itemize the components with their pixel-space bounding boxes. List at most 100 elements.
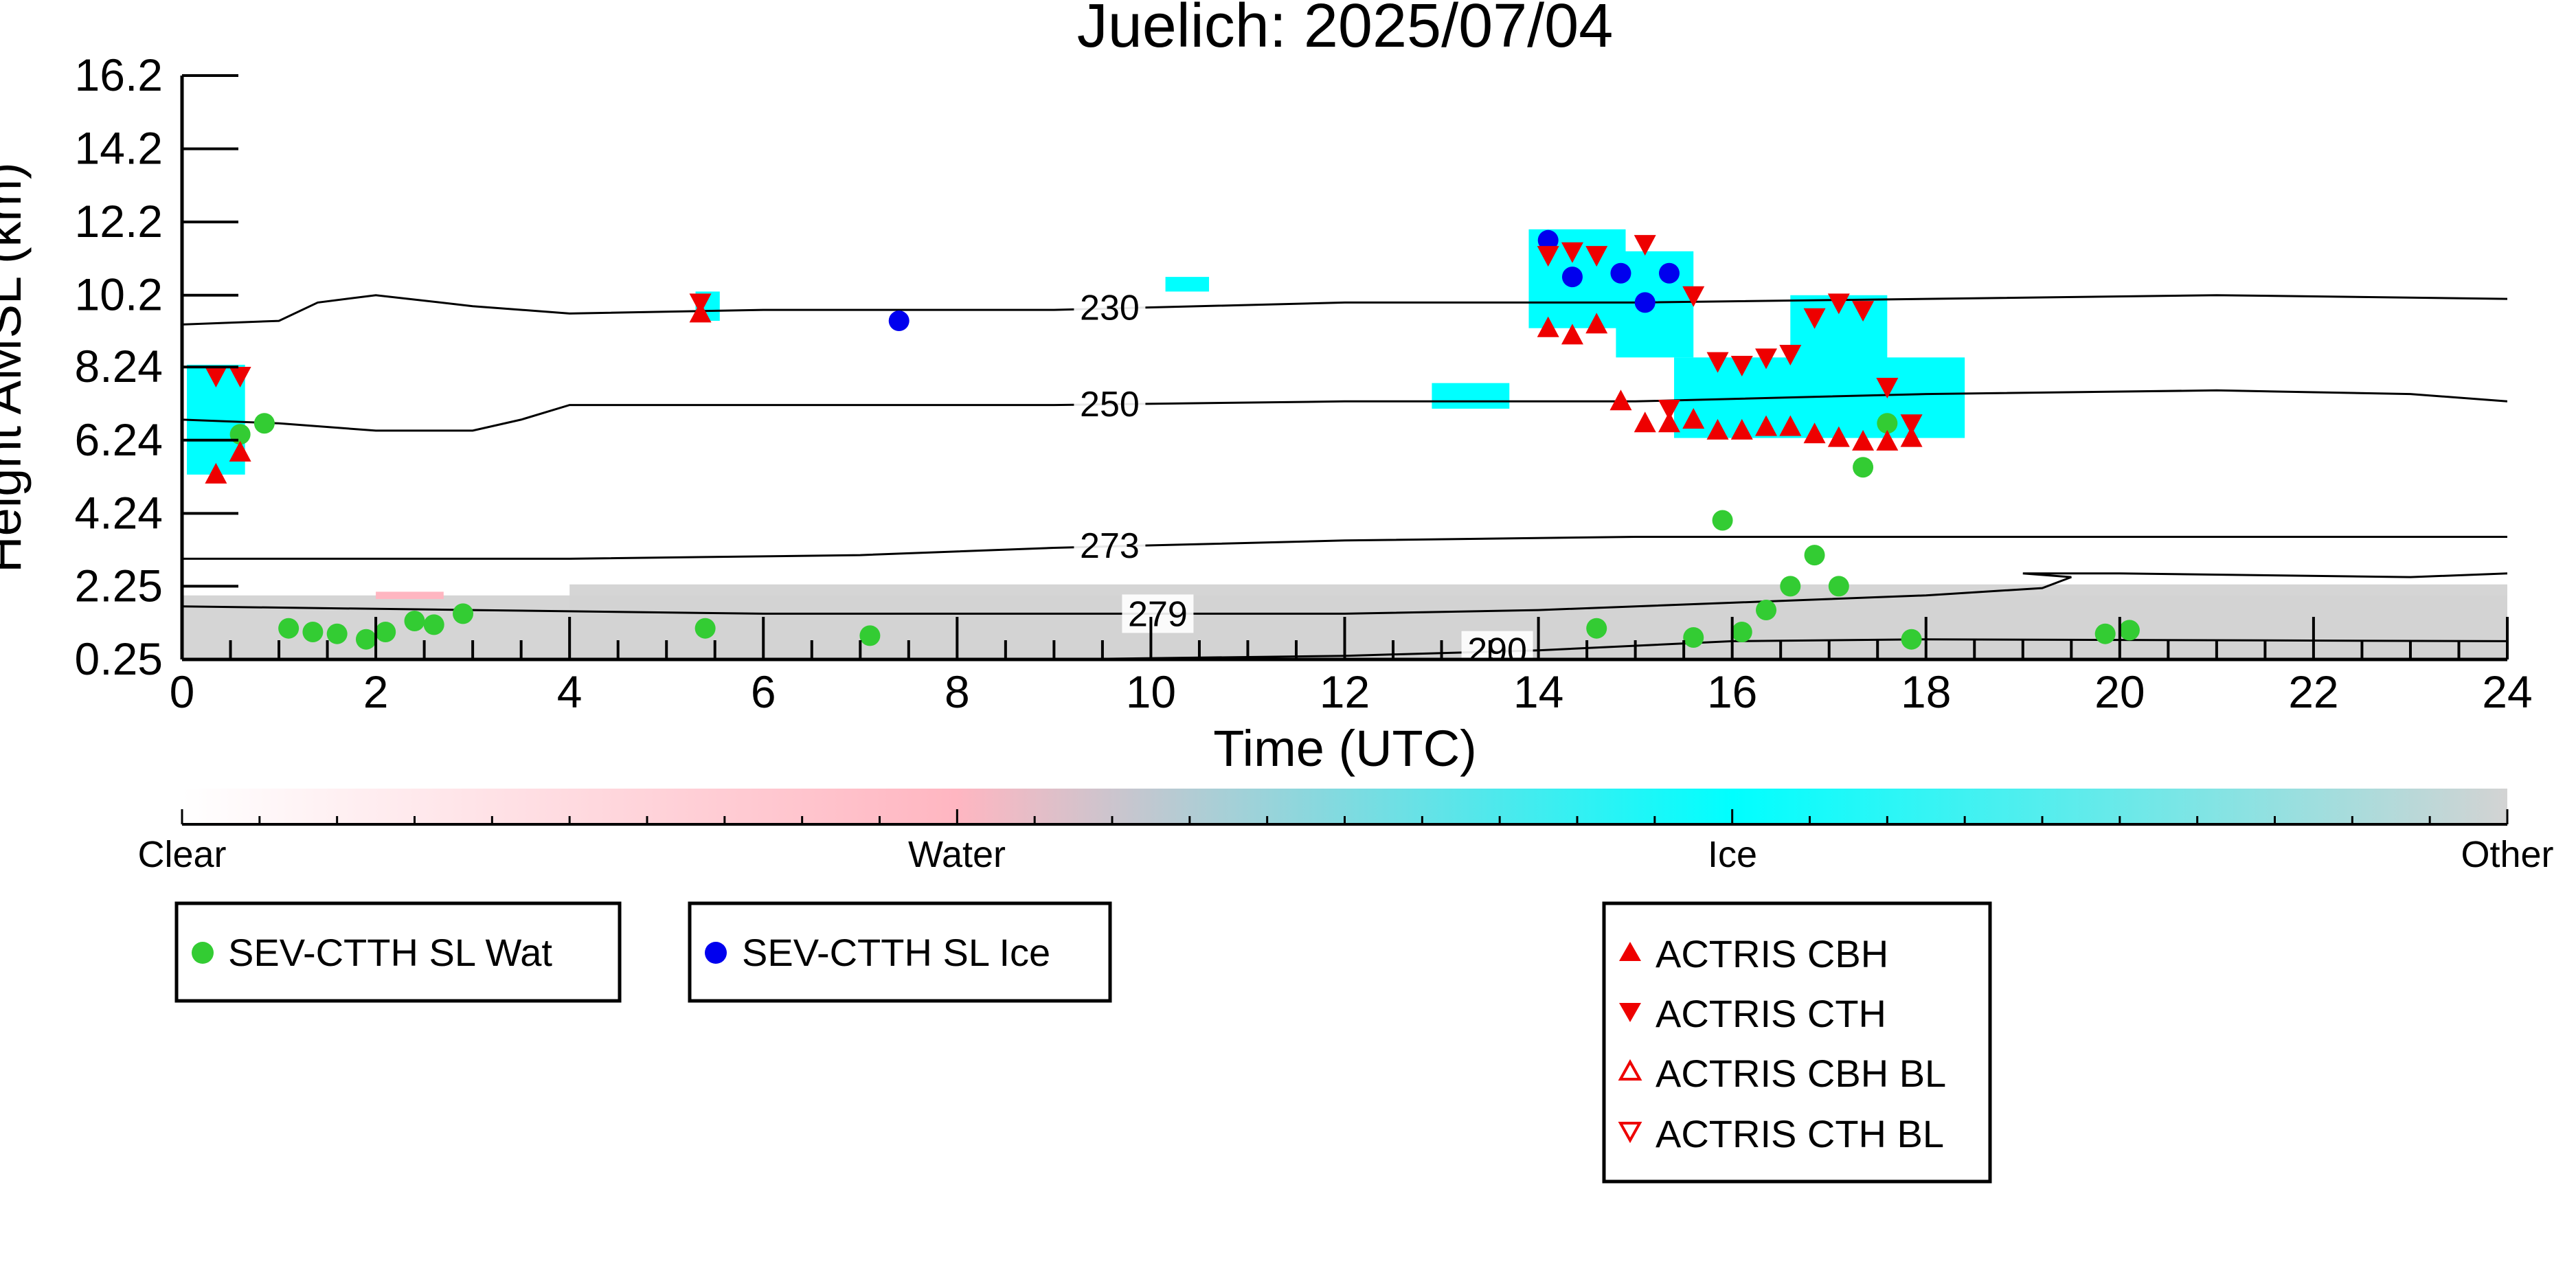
point-sev-ctth-sl-wat — [278, 618, 300, 639]
point-actris-cbh — [205, 462, 227, 484]
legend-label-actris-cth-bl: ACTRIS CTH BL — [1656, 1112, 1944, 1155]
isotherm-line-250 — [182, 389, 2507, 432]
retrieval-markers — [205, 229, 2140, 650]
plot-area: 230 250 273 279 290 0 2 4 6 8 10 12 14 16 18 20 22 240.2… — [75, 49, 2533, 717]
legend-sev-ice: SEV-CTTH SL Ice — [688, 901, 1112, 1003]
y-tick-label: 14.2 — [75, 123, 163, 174]
point-sev-ctth-sl-ice — [1658, 262, 1680, 284]
point-actris-cbh — [1682, 407, 1705, 429]
y-tick-label: 4.24 — [75, 487, 163, 538]
point-sev-ctth-sl-wat — [1586, 618, 1607, 639]
x-tick-label: 16 — [1707, 666, 1757, 717]
point-actris-cbh — [1852, 429, 1875, 451]
point-sev-ctth-sl-wat — [302, 622, 324, 643]
y-tick-label: 0.25 — [75, 633, 163, 684]
isotherm-label-273: 273 — [1080, 526, 1140, 566]
colorbar-label-ice: Ice — [1708, 834, 1757, 875]
chart-title: Juelich: 2025/07/04 — [1077, 0, 1614, 60]
colorbar-label-water: Water — [908, 834, 1006, 875]
point-sev-ctth-sl-wat — [859, 625, 881, 646]
point-sev-ctth-sl-wat — [2119, 620, 2140, 641]
isotherm-line-273 — [182, 536, 2507, 560]
point-sev-ctth-sl-wat — [1712, 510, 1733, 531]
legend-marker-actris-cth — [1619, 1003, 1641, 1022]
point-actris-cth — [1682, 286, 1705, 307]
cloud-mask — [182, 229, 2507, 659]
point-sev-ctth-sl-ice — [1610, 262, 1631, 284]
point-sev-ctth-sl-wat — [1683, 627, 1704, 648]
point-sev-ctth-sl-wat — [453, 603, 474, 624]
point-sev-ctth-sl-ice — [1537, 229, 1559, 251]
legend-marker-sev-water — [192, 942, 214, 964]
point-actris-cbh — [1779, 415, 1802, 436]
y-tick-label: 2.25 — [75, 560, 163, 611]
isotherm-line-230 — [182, 294, 2507, 326]
cloud-region-ice — [1432, 383, 1510, 409]
isotherm-label-bg — [1074, 288, 1146, 327]
point-actris-cbh — [1876, 429, 1899, 451]
y-tick-label: 12.2 — [75, 196, 163, 247]
x-tick-label: 14 — [1513, 666, 1563, 717]
point-actris-cbh — [1730, 418, 1753, 440]
point-actris-cth — [1658, 399, 1680, 420]
axes: 0 2 4 6 8 10 12 14 16 18 20 22 240.252.254.246.248.2… — [75, 49, 2533, 717]
x-tick-label: 20 — [2094, 666, 2145, 717]
phase-colorbar: Clear Water Ice Other — [137, 789, 2554, 875]
point-actris-cth — [1779, 345, 1802, 366]
isotherm-label-250: 250 — [1080, 385, 1140, 425]
point-sev-ctth-sl-wat — [1756, 600, 1777, 621]
point-sev-ctth-sl-wat — [1780, 576, 1801, 597]
isotherm-label-bg — [1122, 594, 1194, 633]
legend-label-sev-ice: SEV-CTTH SL Ice — [742, 931, 1050, 974]
point-actris-cth — [1852, 301, 1875, 322]
point-actris-cth — [1706, 352, 1729, 373]
point-sev-ctth-sl-wat — [375, 622, 396, 643]
point-sev-ctth-sl-ice — [1634, 292, 1656, 313]
x-tick-label: 22 — [2288, 666, 2338, 717]
cloud-region-ice — [1165, 277, 1210, 292]
x-axis-label: Time (UTC) — [1213, 720, 1477, 777]
legend-label-actris-cbh-bl: ACTRIS CBH BL — [1656, 1052, 1946, 1095]
point-actris-cbh — [1585, 313, 1608, 334]
legend-sev-water: SEV-CTTH SL Wat — [174, 901, 622, 1003]
isotherm-label-230: 230 — [1080, 289, 1140, 328]
point-sev-ctth-sl-wat — [1731, 622, 1752, 643]
legend-label-actris-cbh: ACTRIS CBH — [1656, 932, 1888, 975]
point-sev-ctth-sl-wat — [1828, 576, 1849, 597]
point-actris-cth — [1827, 293, 1850, 315]
y-tick-label: 10.2 — [75, 269, 163, 320]
point-actris-cbh — [1658, 411, 1680, 433]
point-actris-cth — [1755, 348, 1778, 370]
legend-label-sev-water: SEV-CTTH SL Wat — [228, 931, 552, 974]
isotherm-label-279: 279 — [1128, 594, 1188, 634]
colorbar-label-other: Other — [2461, 834, 2553, 875]
x-tick-label: 4 — [557, 666, 583, 717]
point-sev-ctth-sl-wat — [253, 413, 275, 434]
isotherm-label-290: 290 — [1467, 631, 1527, 671]
point-actris-cbh — [1706, 418, 1729, 440]
point-actris-cbh — [1900, 426, 1923, 447]
y-tick-label: 16.2 — [75, 49, 163, 100]
point-sev-ctth-sl-ice — [1561, 267, 1583, 288]
point-actris-cth — [229, 366, 251, 387]
point-actris-cth — [1585, 246, 1608, 267]
point-sev-ctth-sl-wat — [326, 623, 348, 644]
point-actris-cbh — [1609, 389, 1632, 411]
legend-marker-actris-cbh-bl — [1618, 1059, 1642, 1081]
point-sev-ctth-sl-wat — [694, 618, 716, 639]
point-actris-cth — [1803, 308, 1826, 329]
point-sev-ctth-sl-wat — [1877, 413, 1898, 434]
legend-label-actris-cth: ACTRIS CTH — [1656, 992, 1886, 1035]
point-sev-ctth-sl-wat — [404, 611, 425, 632]
isotherm-label-bg — [1461, 631, 1533, 659]
x-tick-label: 10 — [1126, 666, 1176, 717]
point-actris-cth — [1730, 356, 1753, 377]
point-sev-ctth-sl-wat — [2094, 623, 2116, 644]
x-tick-label: 18 — [1901, 666, 1951, 717]
point-actris-cbh — [1537, 316, 1559, 337]
isotherm-label-bg — [1074, 384, 1146, 423]
point-sev-ctth-sl-ice — [888, 310, 909, 332]
point-actris-cth — [1634, 235, 1656, 256]
x-tick-label: 6 — [751, 666, 776, 717]
point-actris-cbh — [1561, 324, 1583, 345]
